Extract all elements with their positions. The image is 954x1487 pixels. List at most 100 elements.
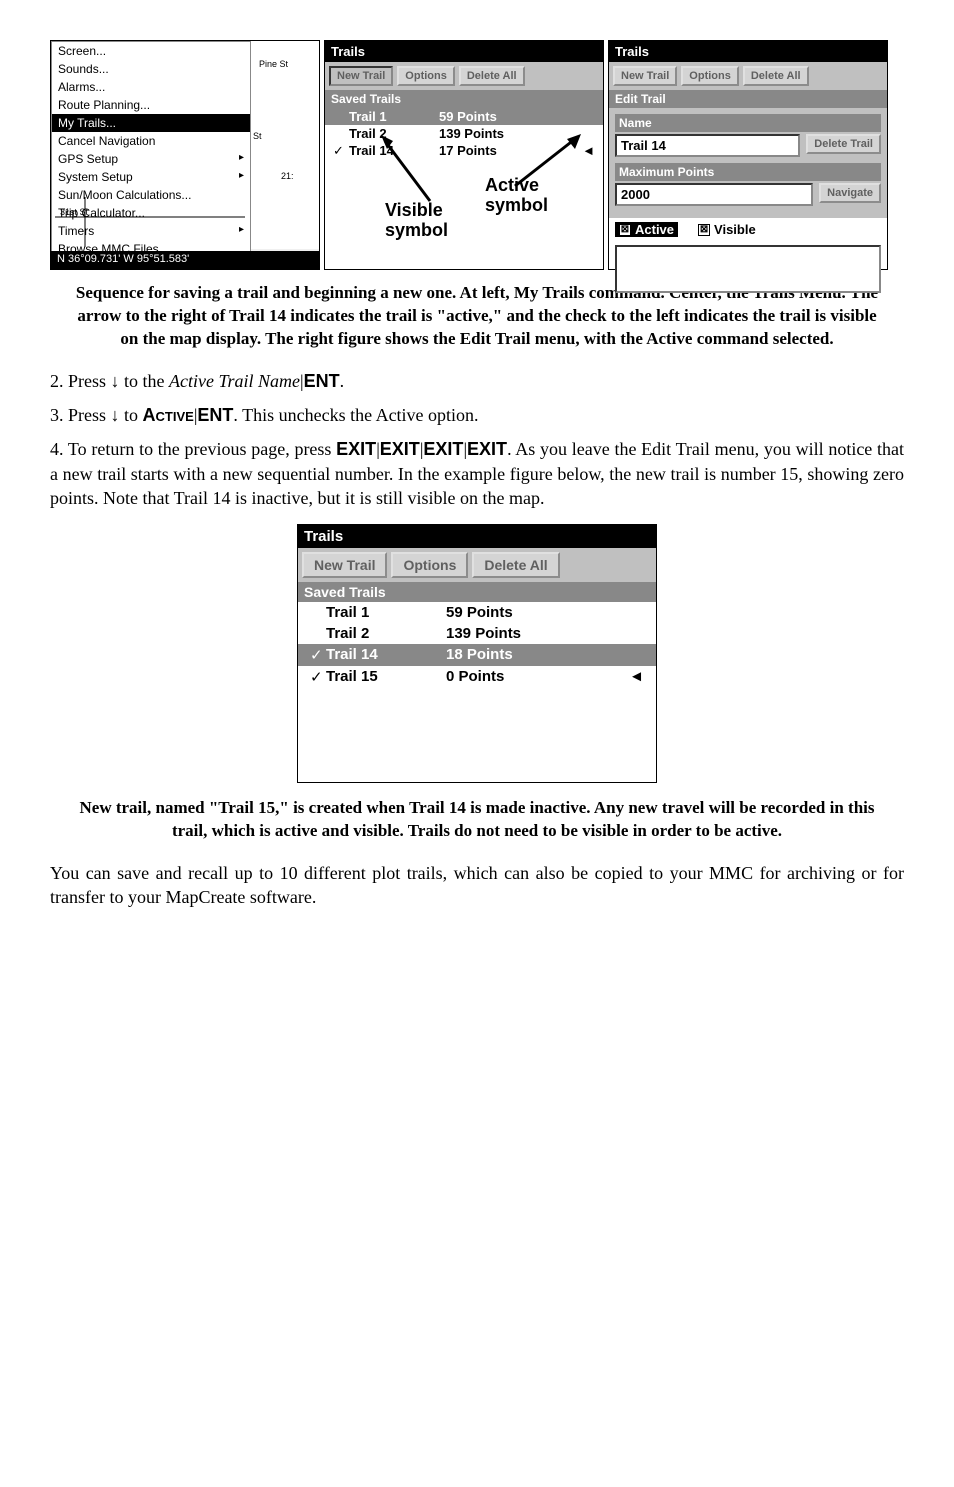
memo-box[interactable] bbox=[615, 245, 881, 293]
trail-points: 139 Points bbox=[439, 126, 575, 141]
closing-paragraph: You can save and recall up to 10 differe… bbox=[50, 861, 904, 910]
menu-item[interactable]: Route Planning... bbox=[52, 96, 250, 114]
map-label-num: 21: bbox=[281, 171, 294, 181]
menu-item[interactable]: Sounds... bbox=[52, 60, 250, 78]
trail-name: Trail 2 bbox=[349, 126, 439, 141]
max-points-label: Maximum Points bbox=[615, 163, 881, 181]
exit-key: EXIT bbox=[380, 439, 420, 459]
navigate-button[interactable]: Navigate bbox=[819, 183, 881, 203]
caption-2: New trail, named "Trail 15," is created … bbox=[70, 797, 884, 843]
exit-key: EXIT bbox=[336, 439, 376, 459]
visible-checkbox[interactable]: ⊠Visible bbox=[698, 222, 756, 237]
new-trail-button[interactable]: New Trail bbox=[329, 66, 393, 86]
active-marker-icon bbox=[575, 126, 595, 141]
trail-name: Trail 14 bbox=[326, 646, 446, 664]
trail-name: Trail 2 bbox=[326, 625, 446, 642]
svg-text:31st St: 31st St bbox=[60, 207, 89, 217]
edit-trail-header: Edit Trail bbox=[609, 90, 887, 108]
check-icon: ✓ bbox=[310, 668, 326, 686]
trail-name: Trail 1 bbox=[326, 604, 446, 621]
menu-item[interactable]: Alarms... bbox=[52, 78, 250, 96]
check-icon: ✓ bbox=[333, 143, 349, 159]
active-checkbox[interactable]: ⊠Active bbox=[615, 222, 678, 237]
trail-row[interactable]: Trail 159 Points bbox=[298, 602, 656, 623]
trail-points: 0 Points bbox=[446, 668, 624, 686]
right-toolbar: New Trail Options Delete All bbox=[609, 62, 887, 90]
ent-key: ENT bbox=[197, 405, 233, 425]
trail-row[interactable]: Trail 2139 Points bbox=[325, 125, 603, 142]
active-marker-icon bbox=[624, 646, 644, 664]
trail-row[interactable]: ✓Trail 150 Points◄ bbox=[298, 666, 656, 688]
menu-item[interactable]: System Setup bbox=[52, 168, 250, 186]
max-points-input[interactable]: 2000 bbox=[615, 183, 813, 206]
active-annotation: Activesymbol bbox=[485, 176, 548, 216]
map-background: Pine St St 21: bbox=[251, 41, 319, 249]
trail-name-input[interactable]: Trail 14 bbox=[615, 134, 800, 157]
delete-all-button[interactable]: Delete All bbox=[743, 66, 809, 86]
options-button[interactable]: Options bbox=[397, 66, 455, 86]
center-panel: Trails New Trail Options Delete All Save… bbox=[324, 40, 604, 270]
checkbox-row: ⊠Active ⊠Visible bbox=[609, 218, 887, 241]
check-icon bbox=[333, 126, 349, 141]
trail-points: 59 Points bbox=[446, 604, 624, 621]
three-panel-row: Screen...Sounds...Alarms...Route Plannin… bbox=[50, 40, 904, 270]
map-sketch: 31st St bbox=[55, 197, 245, 247]
visible-annotation: Visiblesymbol bbox=[385, 201, 448, 241]
saved-trails-header: Saved Trails bbox=[298, 582, 656, 602]
check-icon bbox=[310, 604, 326, 621]
trail-row[interactable]: ✓Trail 1417 Points◄ bbox=[325, 142, 603, 160]
map-label-pine: Pine St bbox=[259, 59, 288, 69]
center-titlebar: Trails bbox=[325, 41, 603, 62]
left-panel: Screen...Sounds...Alarms...Route Plannin… bbox=[50, 40, 320, 270]
exit-key: EXIT bbox=[423, 439, 463, 459]
coordinate-bar: N 36°09.731' W 95°51.583' bbox=[51, 251, 319, 269]
edit-form: Name Trail 14 Delete Trail Maximum Point… bbox=[609, 108, 887, 218]
trail-row[interactable]: ✓Trail 1418 Points bbox=[298, 644, 656, 666]
active-marker-icon: ◄ bbox=[575, 143, 595, 159]
step-4: 4. To return to the previous page, press… bbox=[50, 437, 904, 510]
trail-points: 17 Points bbox=[439, 143, 575, 159]
big-titlebar: Trails bbox=[298, 525, 656, 548]
trail-row[interactable]: Trail 159 Points bbox=[325, 108, 603, 125]
check-icon: ✓ bbox=[310, 646, 326, 664]
options-button[interactable]: Options bbox=[391, 552, 468, 578]
right-titlebar: Trails bbox=[609, 41, 887, 62]
trail-points: 139 Points bbox=[446, 625, 624, 642]
map-label-st: St bbox=[253, 131, 262, 141]
delete-trail-button[interactable]: Delete Trail bbox=[806, 134, 881, 154]
new-trail-button[interactable]: New Trail bbox=[613, 66, 677, 86]
trail-name: Trail 1 bbox=[349, 109, 439, 124]
right-panel: Trails New Trail Options Delete All Edit… bbox=[608, 40, 888, 270]
big-toolbar: New Trail Options Delete All bbox=[298, 548, 656, 582]
big-panel: Trails New Trail Options Delete All Save… bbox=[297, 524, 657, 783]
active-smallcaps: Active bbox=[143, 405, 194, 425]
exit-key: EXIT bbox=[467, 439, 507, 459]
step-3: 3. Press ↓ to Active|ENT. This unchecks … bbox=[50, 403, 904, 427]
delete-all-button[interactable]: Delete All bbox=[459, 66, 525, 86]
trail-points: 59 Points bbox=[439, 109, 575, 124]
center-toolbar: New Trail Options Delete All bbox=[325, 62, 603, 90]
saved-trails-header: Saved Trails bbox=[325, 90, 603, 108]
big-panel-wrap: Trails New Trail Options Delete All Save… bbox=[50, 524, 904, 783]
name-label: Name bbox=[615, 114, 881, 132]
ent-key: ENT bbox=[304, 371, 340, 391]
step-2: 2. Press ↓ to the Active Trail Name|ENT. bbox=[50, 369, 904, 393]
check-icon bbox=[333, 109, 349, 124]
menu-item[interactable]: My Trails... bbox=[52, 114, 250, 132]
active-marker-icon bbox=[624, 625, 644, 642]
big-trail-list: Trail 159 PointsTrail 2139 Points✓Trail … bbox=[298, 602, 656, 782]
options-button[interactable]: Options bbox=[681, 66, 739, 86]
active-marker-icon: ◄ bbox=[624, 668, 644, 686]
new-trail-button[interactable]: New Trail bbox=[302, 552, 387, 578]
active-marker-icon bbox=[575, 109, 595, 124]
trail-points: 18 Points bbox=[446, 646, 624, 664]
active-marker-icon bbox=[624, 604, 644, 621]
check-icon bbox=[310, 625, 326, 642]
trail-row[interactable]: Trail 2139 Points bbox=[298, 623, 656, 644]
menu-item[interactable]: GPS Setup bbox=[52, 150, 250, 168]
delete-all-button[interactable]: Delete All bbox=[472, 552, 559, 578]
menu-item[interactable]: Cancel Navigation bbox=[52, 132, 250, 150]
trail-name: Trail 14 bbox=[349, 143, 439, 159]
center-trail-list: Trail 159 PointsTrail 2139 Points✓Trail … bbox=[325, 108, 603, 160]
menu-item[interactable]: Screen... bbox=[52, 42, 250, 60]
